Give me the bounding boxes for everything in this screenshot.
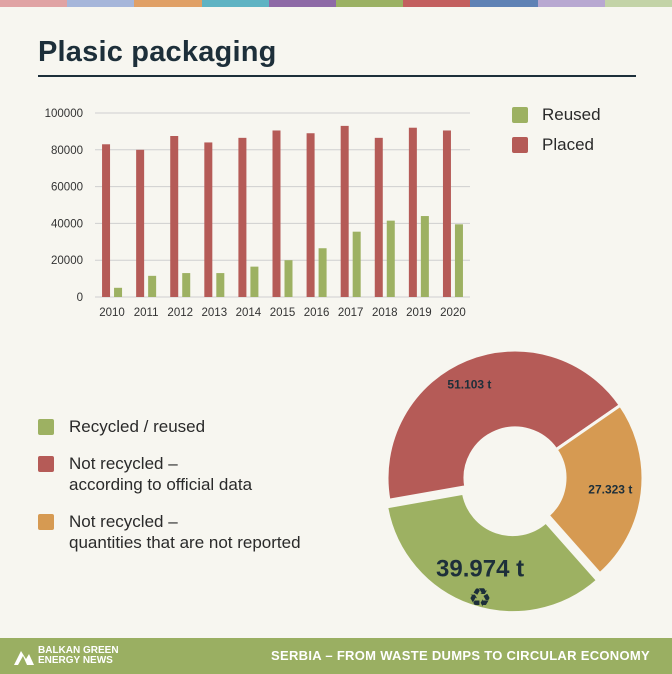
legend-item-reused: Reused — [512, 100, 601, 130]
bar-placed — [272, 130, 281, 297]
bar-placed — [340, 125, 349, 297]
donut-slice — [385, 348, 623, 502]
top-stripe — [604, 0, 672, 7]
bar-placed — [442, 130, 451, 297]
bar-placed — [102, 144, 111, 297]
top-stripe — [336, 0, 404, 7]
top-stripe — [67, 0, 135, 7]
bar-reused — [352, 231, 361, 297]
page-title: Plasic packaging — [38, 36, 277, 68]
top-color-stripes — [0, 0, 672, 7]
logo-line-2: ENERGY NEWS — [38, 655, 113, 666]
x-tick-label: 2016 — [304, 307, 330, 319]
pie-legend-item: Not recycled – quantities that are not re… — [38, 511, 301, 553]
legend-swatch-reused — [512, 107, 528, 123]
top-stripe — [403, 0, 471, 7]
bar-reused — [386, 220, 395, 297]
bar-chart: 0 20000 40000 60000 80000 100000 2010 2011 2012 2… — [45, 108, 470, 319]
top-stripe — [268, 0, 337, 7]
legend-label-placed: Placed — [542, 135, 594, 154]
bar-chart-legend: Reused Placed — [512, 100, 601, 160]
x-tick-label: 2020 — [440, 307, 466, 319]
top-stripe — [201, 0, 269, 7]
bar-placed — [408, 127, 417, 297]
bar-reused — [420, 216, 429, 297]
x-tick-label: 2017 — [338, 307, 364, 319]
pie-legend-item: Recycled / reused — [38, 416, 301, 437]
bar-placed — [170, 136, 179, 297]
bar-placed — [374, 137, 383, 297]
top-stripe — [0, 0, 68, 7]
bar-reused — [318, 248, 327, 297]
bar-placed — [238, 137, 247, 297]
logo-line-1: BALKAN GREEN — [38, 645, 119, 656]
footer-tagline: SERBIA – FROM WASTE DUMPS TO CIRCULAR EC… — [271, 648, 650, 663]
y-tick-label: 40000 — [51, 218, 83, 230]
pie-legend-label: Not recycled – — [69, 512, 178, 531]
donut-slice — [546, 403, 645, 576]
y-tick-label: 100000 — [45, 108, 83, 120]
bar-reused — [114, 287, 123, 297]
title-divider — [38, 75, 636, 77]
bar-placed — [136, 149, 145, 297]
legend-label-reused: Reused — [542, 105, 601, 124]
bar-reused — [284, 260, 293, 297]
slice-value-label: 51.103 t — [447, 377, 491, 391]
bar-reused — [182, 273, 191, 297]
pie-legend-swatch — [38, 419, 54, 435]
x-tick-label: 2014 — [236, 307, 262, 319]
pie-chart-legend: Recycled / reused Not recycled – according… — [38, 416, 301, 569]
pie-legend-item: Not recycled – according to official data — [38, 453, 301, 495]
x-tick-label: 2015 — [270, 307, 296, 319]
recycle-icon: ♻ — [468, 583, 491, 613]
top-stripe — [537, 0, 605, 7]
donut-slice — [384, 491, 600, 615]
y-tick-label: 20000 — [51, 255, 83, 267]
pie-legend-label: quantities that are not reported — [69, 533, 301, 552]
bar-placed — [204, 142, 213, 297]
top-stripe — [470, 0, 538, 7]
x-tick-label: 2019 — [406, 307, 432, 319]
pie-legend-swatch — [38, 514, 54, 530]
footer-bar: BALKAN GREEN ENERGY NEWS SERBIA – FROM W… — [0, 638, 672, 674]
bar-placed — [306, 133, 315, 297]
bar-reused — [454, 224, 463, 297]
logo-mark-icon — [14, 647, 34, 665]
slice-value-label-large: 39.974 t — [436, 555, 524, 582]
x-tick-label: 2018 — [372, 307, 398, 319]
bar-reused — [216, 273, 225, 297]
bar-reused — [250, 266, 259, 297]
x-tick-label: 2010 — [99, 307, 125, 319]
pie-legend-swatch — [38, 456, 54, 472]
pie-legend-label: Recycled / reused — [69, 417, 206, 436]
brand-logo: BALKAN GREEN ENERGY NEWS — [14, 646, 119, 666]
bar-reused — [148, 275, 157, 297]
legend-item-placed: Placed — [512, 130, 601, 160]
y-tick-label: 0 — [77, 292, 83, 304]
x-tick-label: 2011 — [134, 307, 159, 319]
y-tick-label: 60000 — [51, 182, 83, 194]
legend-swatch-placed — [512, 137, 528, 153]
top-stripe — [134, 0, 202, 7]
x-tick-label: 2012 — [167, 307, 193, 319]
slice-value-label: 27.323 t — [588, 482, 632, 496]
pie-legend-label: according to official data — [69, 475, 253, 494]
donut-chart: 51.103 t 27.323 t 39.974 t♻ — [384, 348, 645, 615]
y-tick-label: 80000 — [51, 145, 83, 157]
x-tick-label: 2013 — [202, 307, 228, 319]
pie-legend-label: Not recycled – — [69, 454, 178, 473]
